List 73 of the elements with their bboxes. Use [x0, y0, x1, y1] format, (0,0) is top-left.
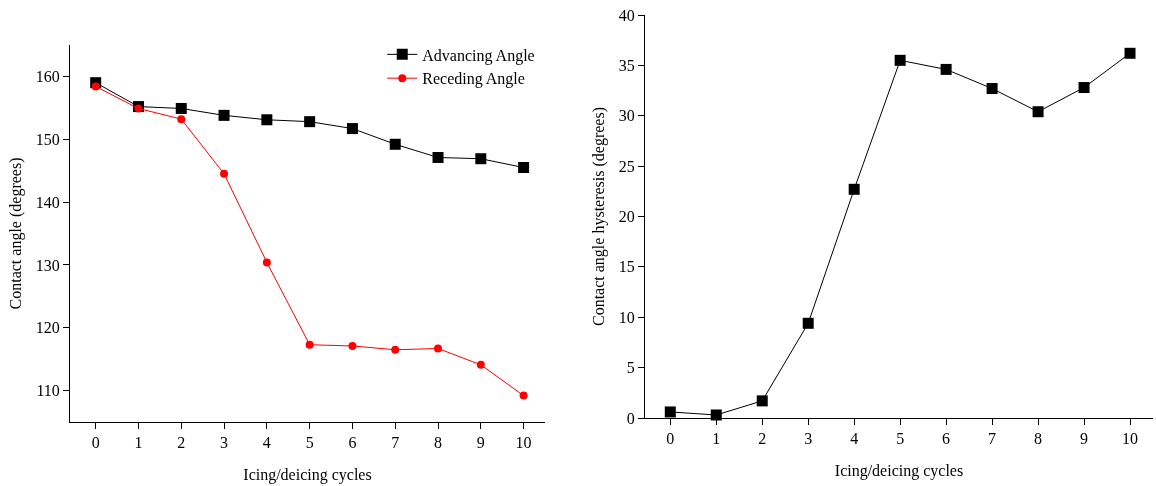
point: [432, 151, 444, 163]
point: [91, 82, 100, 91]
x-tick-label: 2: [177, 434, 186, 452]
x-axis-title: Icing/deicing cycles: [834, 461, 964, 480]
y-tick-label: 40: [618, 6, 635, 24]
x-tick-label: 9: [1080, 430, 1089, 448]
point: [894, 54, 906, 66]
y-tick-label: 150: [35, 130, 60, 148]
point: [756, 395, 768, 407]
x-axis-title: Icing/deicing cycles: [243, 465, 372, 484]
x-tick-label: 0: [91, 434, 100, 452]
point: [519, 391, 528, 400]
x-tick-label: 1: [712, 430, 721, 448]
legend-label: Advancing Angle: [422, 46, 535, 65]
point: [1032, 106, 1044, 118]
x-tick-label: 0: [666, 430, 675, 448]
point: [1124, 47, 1136, 59]
y-tick-label: 0: [626, 409, 635, 427]
point: [177, 115, 186, 124]
point: [940, 63, 952, 75]
y-axis-title: Contact angle (degrees): [6, 157, 25, 310]
x-tick-label: 5: [896, 430, 905, 448]
x-tick-label: 6: [942, 430, 951, 448]
x-tick-label: 5: [305, 434, 314, 452]
point: [518, 162, 530, 174]
y-tick-label: 160: [35, 68, 60, 86]
x-tick-label: 7: [988, 430, 997, 448]
y-tick-label: 35: [618, 56, 635, 74]
x-tick-label: 3: [804, 430, 813, 448]
y-tick-label: 5: [626, 359, 635, 377]
point: [475, 153, 487, 165]
point: [802, 317, 814, 329]
point: [434, 344, 443, 353]
point: [346, 123, 358, 135]
point: [848, 183, 860, 195]
x-tick-label: 4: [850, 430, 859, 448]
point: [175, 102, 187, 114]
x-tick-label: 7: [391, 434, 400, 452]
y-tick-label: 15: [618, 258, 635, 276]
x-tick-label: 10: [515, 434, 532, 452]
legend-label: Receding Angle: [422, 70, 525, 89]
point: [348, 341, 357, 350]
point: [220, 169, 229, 178]
x-tick-label: 8: [1034, 430, 1043, 448]
point: [218, 109, 230, 121]
point: [710, 409, 722, 421]
x-tick-label: 10: [1122, 430, 1139, 448]
y-axis-title: Contact angle hysteresis (degrees): [589, 106, 608, 327]
point: [304, 116, 316, 128]
point: [986, 83, 998, 95]
y-tick-label: 120: [35, 319, 60, 337]
x-tick-label: 1: [134, 434, 143, 452]
x-tick-label: 3: [220, 434, 229, 452]
point: [262, 258, 271, 267]
x-tick-label: 2: [758, 430, 767, 448]
point: [389, 138, 401, 150]
point: [664, 406, 676, 418]
point: [391, 345, 400, 354]
y-tick-label: 140: [35, 193, 60, 211]
point: [1078, 82, 1090, 94]
y-tick-label: 25: [618, 157, 635, 175]
y-tick-label: 110: [36, 382, 60, 400]
x-tick-label: 8: [434, 434, 443, 452]
x-tick-label: 9: [476, 434, 485, 452]
y-tick-label: 10: [618, 308, 635, 326]
y-tick-label: 130: [35, 256, 60, 274]
y-tick-label: 30: [618, 107, 635, 125]
y-tick-label: 20: [618, 208, 635, 226]
point: [305, 340, 314, 349]
point: [476, 360, 485, 369]
x-tick-label: 6: [348, 434, 357, 452]
x-tick-label: 4: [262, 434, 271, 452]
point: [261, 114, 273, 126]
